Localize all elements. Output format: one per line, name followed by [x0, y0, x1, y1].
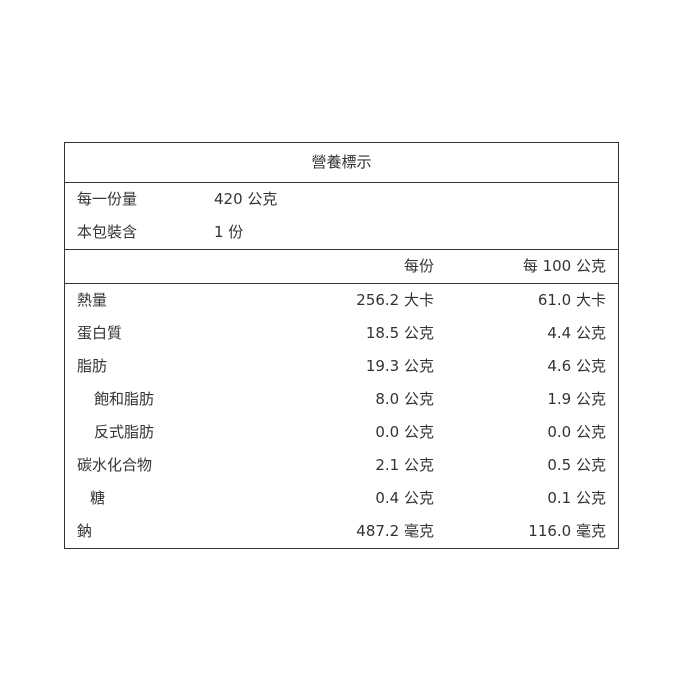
nutrient-per-serving: 18.5 公克	[365, 324, 434, 342]
nutrient-name: 糖	[90, 489, 106, 507]
nutrient-per-100g: 1.9 公克	[547, 390, 606, 408]
serving-section: 每一份量 420 公克 本包裝含 1 份	[65, 183, 618, 250]
serving-size-label: 每一份量	[77, 190, 138, 208]
nutrient-row: 碳水化合物 2.1 公克 0.5 公克	[65, 449, 618, 482]
nutrient-row: 鈉 487.2 毫克 116.0 毫克	[65, 515, 618, 548]
nutrient-name: 碳水化合物	[77, 456, 153, 474]
per-100g-header: 每 100 公克	[522, 257, 606, 275]
nutrient-per-serving: 0.4 公克	[375, 489, 434, 507]
nutrient-name: 反式脂肪	[94, 423, 155, 441]
nutrient-per-100g: 116.0 毫克	[528, 522, 606, 540]
nutrient-per-serving: 2.1 公克	[375, 456, 434, 474]
nutrient-per-100g: 0.0 公克	[547, 423, 606, 441]
nutrient-row: 蛋白質 18.5 公克 4.4 公克	[65, 317, 618, 350]
serving-size-row: 每一份量 420 公克	[65, 183, 618, 216]
servings-per-package-row: 本包裝含 1 份	[65, 216, 618, 249]
nutrient-name: 脂肪	[77, 357, 108, 375]
nutrient-row: 反式脂肪 0.0 公克 0.0 公克	[65, 416, 618, 449]
nutrient-per-serving: 8.0 公克	[375, 390, 434, 408]
table-title: 營養標示	[65, 143, 618, 183]
nutrient-name: 熱量	[77, 291, 108, 309]
nutrient-name: 飽和脂肪	[94, 390, 155, 408]
column-header-section: 每份 每 100 公克	[65, 250, 618, 284]
nutrient-per-100g: 4.6 公克	[547, 357, 606, 375]
nutrient-per-serving: 487.2 毫克	[356, 522, 434, 540]
nutrients-section: 熱量 256.2 大卡 61.0 大卡蛋白質 18.5 公克 4.4 公克脂肪 19.3 …	[65, 284, 618, 548]
servings-per-package-value: 1 份	[214, 223, 244, 241]
nutrient-row: 脂肪 19.3 公克 4.6 公克	[65, 350, 618, 383]
nutrient-per-serving: 256.2 大卡	[356, 291, 434, 309]
servings-per-package-label: 本包裝含	[77, 223, 138, 241]
nutrient-row: 糖 0.4 公克 0.1 公克	[65, 482, 618, 515]
nutrient-per-100g: 0.5 公克	[547, 456, 606, 474]
nutrient-per-100g: 4.4 公克	[547, 324, 606, 342]
per-serving-header: 每份	[403, 257, 434, 275]
nutrient-per-100g: 61.0 大卡	[537, 291, 606, 309]
column-header-row: 每份 每 100 公克	[65, 250, 618, 283]
nutrient-name: 鈉	[77, 522, 93, 540]
nutrient-row: 熱量 256.2 大卡 61.0 大卡	[65, 284, 618, 317]
nutrient-per-100g: 0.1 公克	[547, 489, 606, 507]
nutrient-name: 蛋白質	[77, 324, 123, 342]
nutrient-per-serving: 19.3 公克	[365, 357, 434, 375]
nutrient-per-serving: 0.0 公克	[375, 423, 434, 441]
nutrition-facts-table: 營養標示 每一份量 420 公克 本包裝含 1 份 每份 每 100 公克 熱量…	[64, 142, 619, 549]
serving-size-value: 420 公克	[214, 190, 278, 208]
nutrient-row: 飽和脂肪 8.0 公克 1.9 公克	[65, 383, 618, 416]
